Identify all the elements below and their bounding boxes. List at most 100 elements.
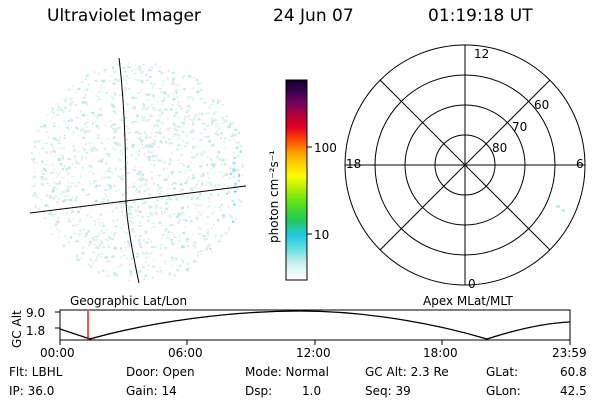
uv-speckle [143,131,146,134]
uv-speckle [195,183,198,185]
uv-speckle [217,133,219,136]
uv-speckle [141,148,143,150]
uv-speckle [98,98,101,100]
uv-speckle [86,76,90,78]
uv-speckle [97,246,100,250]
uv-speckle [170,239,173,241]
uv-speckle [164,260,166,263]
uv-speckle [105,92,108,94]
uv-speckle [138,66,141,68]
uv-speckle [165,201,168,205]
uv-speckle [36,130,40,132]
uv-speckle [184,145,187,148]
uv-speckle [116,63,120,66]
uv-speckle [90,111,93,114]
uv-speckle [185,170,187,172]
uv-speckle [166,94,170,96]
uv-speckle [44,177,47,180]
uv-speckle [138,190,141,194]
uv-speckle [153,164,156,167]
uv-speckle [153,182,155,185]
uv-speckle [146,93,150,96]
uv-speckle [238,173,240,177]
uv-speckle [137,130,140,134]
uv-speckle [85,194,89,196]
uv-speckle [106,169,110,172]
uv-speckle [129,270,132,273]
uv-speckle [71,101,74,103]
uv-speckle [194,242,197,245]
uv-speckle [213,113,215,116]
uv-speckle [199,214,203,216]
uv-speckle [148,238,150,241]
uv-speckle [135,150,137,153]
uv-speckle [31,176,35,179]
uv-speckle [42,183,45,186]
uv-speckle [204,128,207,131]
uv-speckle [197,82,200,85]
uv-speckle [131,154,134,157]
uv-speckle [202,181,203,184]
uv-speckle [44,205,48,207]
uv-speckle [33,157,36,160]
uv-speckle [186,109,190,112]
uv-speckle [67,157,71,160]
uv-speckle [169,142,174,144]
uv-speckle [229,177,231,179]
uv-speckle [143,239,145,242]
uv-speckle [194,114,198,118]
uv-speckle [156,183,159,187]
uv-speckle [186,237,190,240]
uv-speckle [55,171,58,174]
uv-speckle [157,158,160,161]
uv-speckle [166,167,168,169]
uv-speckle [145,108,148,111]
uv-speckle [120,247,122,251]
uv-speckle [143,190,147,193]
uv-speckle [93,146,96,149]
uv-speckle [127,212,132,216]
uv-speckle [59,207,62,210]
uv-speckle [75,167,77,169]
uv-speckle [126,156,128,159]
uv-speckle [169,224,173,226]
uv-speckle [213,119,215,122]
uv-speckle [166,178,169,181]
uv-speckle [124,147,128,150]
uv-speckle [48,184,51,186]
uv-speckle [67,172,69,176]
uv-speckle [128,279,131,282]
uv-speckle [63,137,66,139]
uv-speckle [133,229,135,231]
uv-speckle [54,223,57,227]
uv-speckle [97,222,101,224]
uv-speckle [195,247,197,249]
uv-speckle [210,193,212,195]
uv-speckle [133,182,135,185]
uv-speckle [171,82,175,85]
colorbar [285,79,312,281]
uv-speckle [164,227,169,231]
uv-speckle [122,214,125,216]
uv-speckle [150,227,153,229]
uv-speckle [100,253,104,255]
uv-speckle [128,208,132,212]
uv-speckle [90,165,94,169]
uv-speckle [90,170,93,172]
uv-speckle [53,125,56,128]
uv-speckle [57,142,61,145]
uv-speckle [144,179,148,182]
uv-speckle [96,218,100,221]
polar-label-6: 6 [576,157,584,171]
uv-speckle [51,116,53,118]
uv-speckle [155,131,159,134]
uv-speckle [134,78,137,81]
uv-speckle [138,221,141,223]
uv-speckle [229,167,232,170]
uv-speckle [114,123,116,126]
uv-speckle [141,89,143,92]
uv-speckle [151,252,153,254]
uv-speckle [96,116,99,119]
info-dsp-label: Dsp: [245,384,273,398]
uv-speckle [226,185,230,187]
